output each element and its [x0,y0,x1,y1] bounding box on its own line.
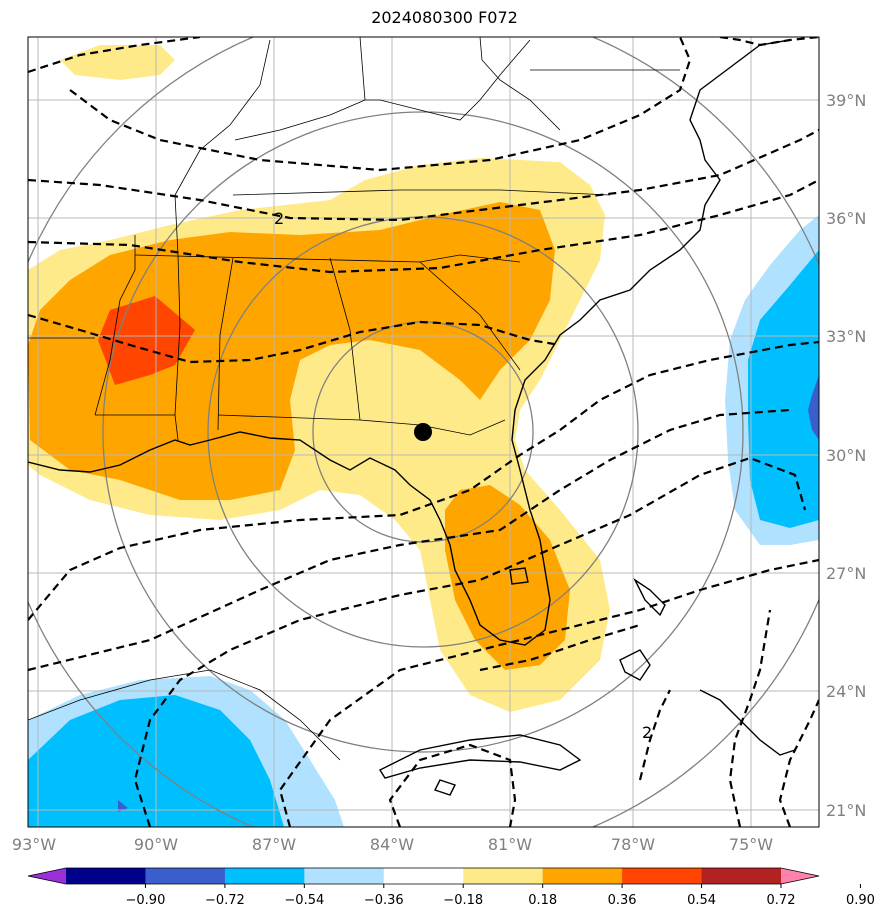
lon-label: 81°W [488,835,532,854]
colorbar-outline [27,867,820,885]
colorbar-segment [463,868,544,884]
colorbar-segment [304,868,385,884]
negative-field-east-dark [808,375,819,440]
map-frame [27,36,820,828]
colorbar-extend-low [28,868,66,884]
lon-label: 93°W [12,835,56,854]
lat-label: 27°N [826,564,866,583]
colorbar-extend-high [781,868,819,884]
coastlines [28,39,796,796]
lon-label: 84°W [370,835,414,854]
lon-label: 78°W [611,835,655,854]
lon-label: 75°W [729,835,773,854]
colorbar-tick-label: 0.36 [608,893,637,908]
colorbar-segment [701,868,782,884]
lat-label: 21°N [826,801,866,820]
colorbar-tick-label: −0.72 [205,893,245,908]
colorbar-segment [224,868,305,884]
colorbar-tick-label: 0.18 [528,893,557,908]
negative-field-sw-dark [118,800,128,812]
colorbar-tick-label: 0.54 [687,893,716,908]
dashed-contours [28,37,819,827]
lat-label: 39°N [826,91,866,110]
lon-label: 90°W [134,835,178,854]
longitude-labels: 93°W 90°W 87°W 84°W 81°W 78°W 75°W [12,835,773,854]
colorbar-tick-label: −0.90 [126,893,166,908]
colorbar-tick-label: −0.54 [284,893,324,908]
lat-label: 30°N [826,446,866,465]
positive-field-high [98,296,195,385]
contour-label: 2 [642,723,652,742]
latitude-labels: 39°N 36°N 33°N 30°N 27°N 24°N 21°N [826,91,866,820]
colorbar-segment [66,868,146,884]
lon-label: 87°W [252,835,296,854]
colorbar: −0.90 −0.72 −0.54 −0.36 −0.18 0.18 0.36 0.54 0.7… [27,867,875,908]
colorbar-tick-label: 0.90 [846,893,875,908]
colorbar-segment [145,868,226,884]
colorbar-segment [542,868,623,884]
lat-label: 33°N [826,327,866,346]
map-area: 2 2 [28,37,819,827]
colorbar-tick-label: −0.36 [364,893,404,908]
lat-label: 36°N [826,209,866,228]
colorbar-tick-label: −0.18 [443,893,483,908]
lat-label: 24°N [826,682,866,701]
center-point-marker [414,423,432,441]
contour-label: 2 [274,209,284,228]
colorbar-segment [383,868,464,884]
negative-field-east-mid [748,250,819,528]
filled-contours [28,45,819,827]
grid-lines [28,37,819,827]
colorbar-tick-label: 0.72 [767,893,796,908]
colorbar-segment [622,868,703,884]
map-title: 2024080300 F072 [371,8,518,27]
